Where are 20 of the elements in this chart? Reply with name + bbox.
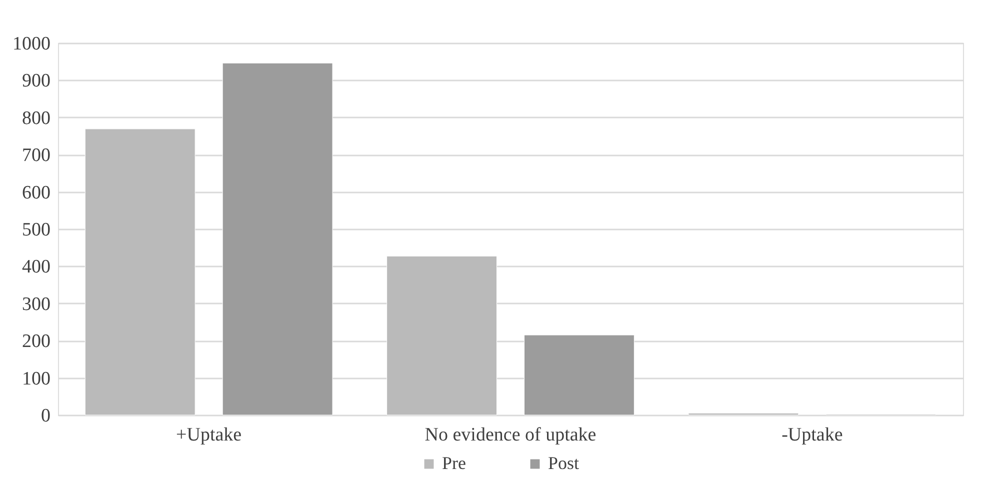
bar: [386, 256, 498, 416]
legend-label: Pre: [442, 453, 466, 473]
y-tick-label: 200: [22, 331, 50, 352]
y-tick-label: 600: [22, 182, 50, 204]
legend-label: Post: [548, 453, 580, 473]
y-tick-label: 1000: [12, 34, 50, 54]
y-tick-label: 0: [41, 406, 50, 426]
bar: [524, 334, 634, 416]
x-tick-label: No evidence of uptake: [424, 424, 596, 446]
y-tick-label: 900: [22, 70, 50, 92]
y-tick-label: 400: [22, 256, 50, 278]
bar: [84, 128, 196, 416]
y-tick-label: 500: [22, 220, 50, 240]
bar: [222, 62, 333, 416]
x-tick-label: +Uptake: [176, 424, 242, 446]
y-tick-label: 100: [22, 368, 50, 390]
y-tick-label: 800: [22, 108, 50, 129]
y-tick-label: 700: [22, 145, 50, 166]
x-tick-label: -Uptake: [782, 424, 843, 446]
y-tick-label: 300: [22, 294, 50, 315]
